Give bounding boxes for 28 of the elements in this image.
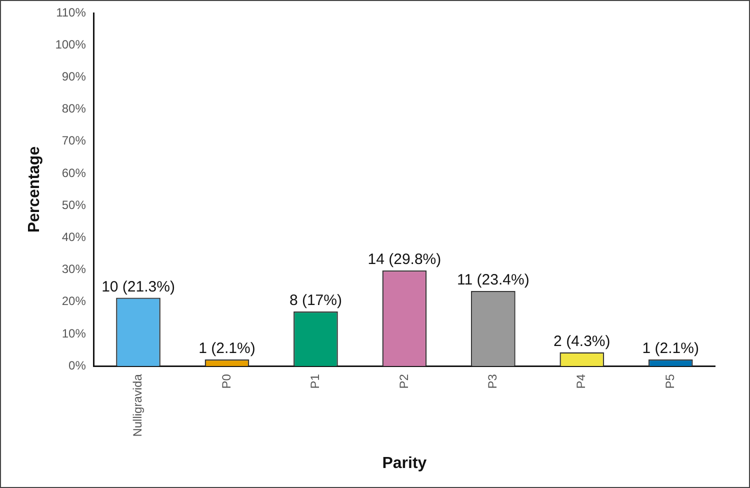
x-tick-label: P0 [219,374,234,389]
data-label: 10 (21.3%) [102,278,175,296]
y-tick-label: 10% [62,326,86,340]
y-tick-label: 100% [55,37,86,52]
y-tick-label: 60% [62,166,86,180]
data-label: 11 (23.4%) [457,272,530,289]
y-tick-label: 90% [62,70,86,84]
y-axis-title: Percentage [26,146,44,233]
y-tick-label: 30% [62,262,86,276]
data-label: 1 (2.1%) [642,340,699,358]
y-tick-label: 80% [62,102,86,116]
y-tick-label: 0% [68,358,86,372]
y-tick-label: 40% [62,230,86,244]
data-label: 14 (29.8%) [368,251,442,268]
data-label: 8 (17%) [289,292,342,310]
x-tick-label: Nulligravida [130,374,145,437]
x-tick-label: P2 [396,374,411,389]
x-tick-label: P5 [662,374,677,389]
data-label: 2 (4.3%) [554,332,610,350]
y-tick-label: 110% [56,5,86,20]
data-label: 1 (2.1%) [198,340,256,358]
x-tick-label: P3 [485,374,500,389]
y-tick-label: 50% [62,198,86,212]
y-tick-label: 20% [62,294,86,308]
x-axis-title: Parity [382,454,427,472]
x-tick-label: P4 [574,374,588,389]
y-tick-label: 70% [62,134,86,148]
x-tick-label: P1 [308,374,322,389]
